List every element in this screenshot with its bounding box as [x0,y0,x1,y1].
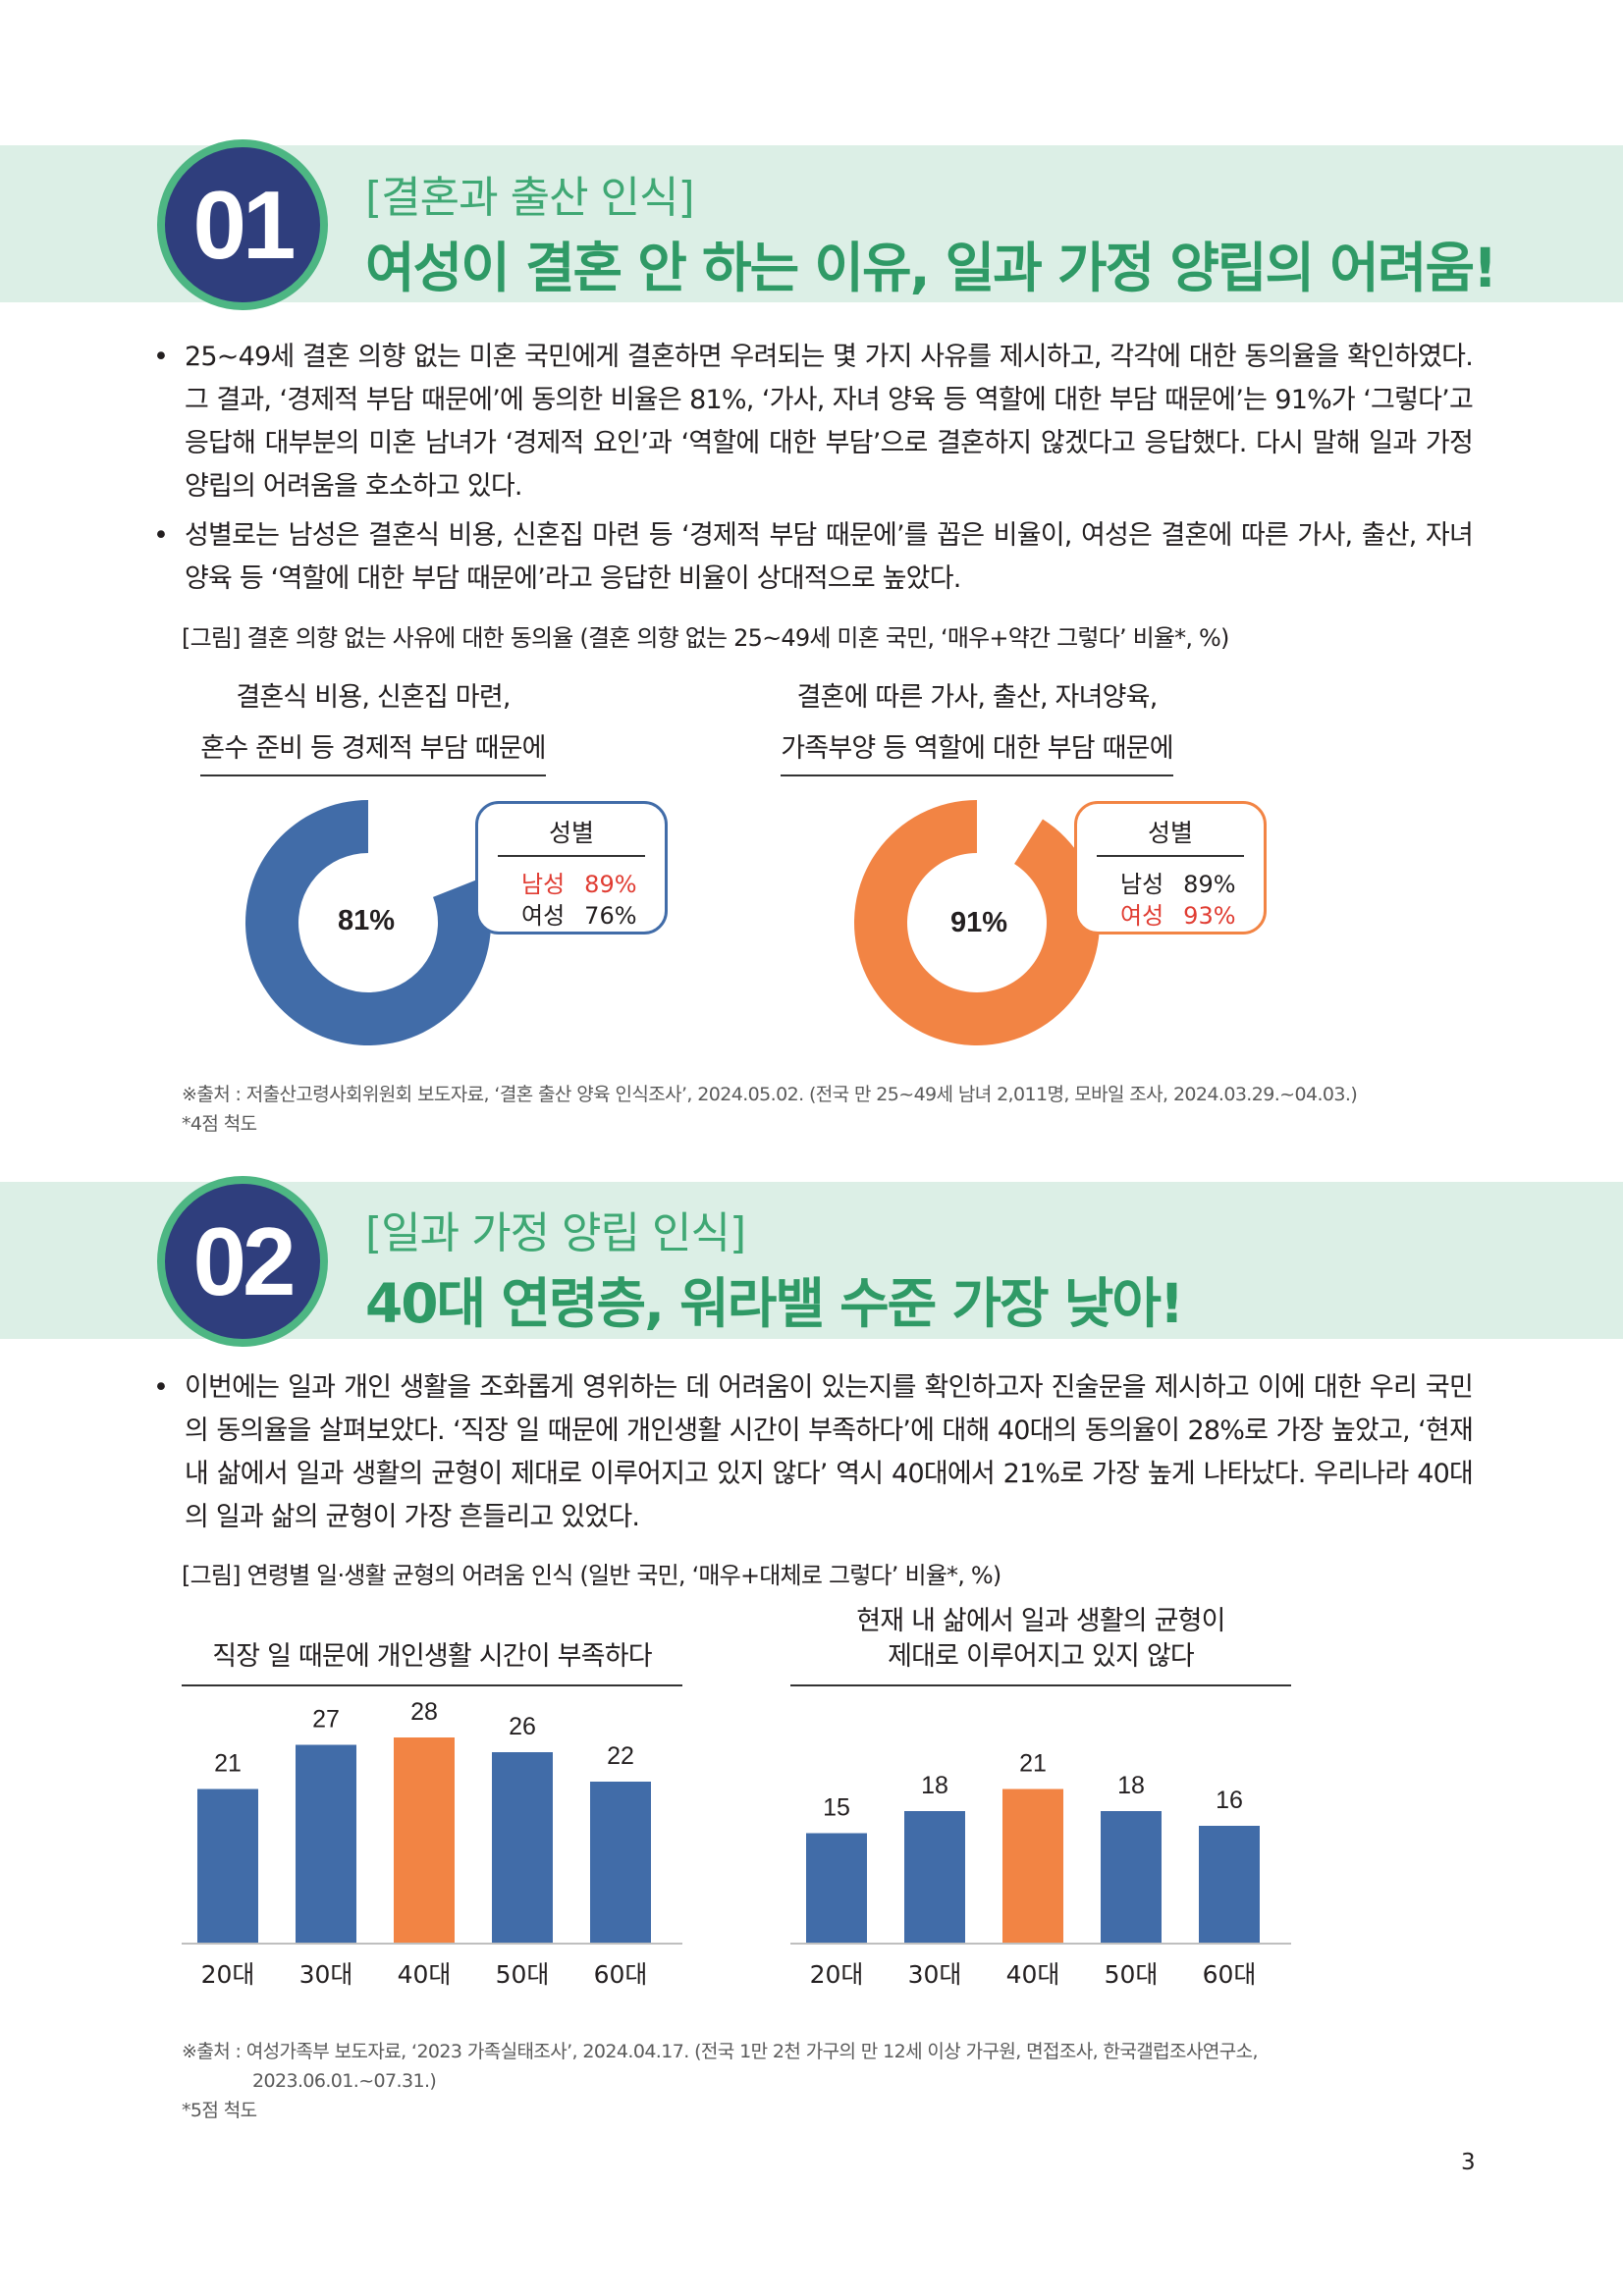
pie-2-legend-female-value: 93% [1183,902,1236,930]
pie-1-legend-female-value: 76% [584,902,637,930]
pie-2-title-line-2: 가족부양 등 역할에 대한 부담 때문에 [781,723,1174,776]
pie-1-donut [245,800,491,1045]
bar-value-label: 15 [823,1794,850,1822]
bar-value-label: 21 [214,1750,242,1778]
bar-category-label: 30대 [299,1960,353,1989]
section-01-number-badge: 01 [157,139,328,310]
pie-2-title-line-1: 결혼에 따른 가사, 출산, 자녀양육, [796,682,1159,713]
pie-2-legend-female-label: 여성 [1120,902,1164,930]
pie-2-legend-male-value: 89% [1183,871,1236,898]
bar-chart-2-title-line-1: 현재 내 삶에서 일과 생활의 균형이 [856,1606,1225,1636]
pie-1-title-line-2: 혼수 준비 등 경제적 부담 때문에 [200,723,547,776]
bar-category-label: 50대 [1105,1960,1159,1989]
section-02-source-line-1: ※출처 : 여성가족부 보도자료, ‘2023 가족실태조사’, 2024.04… [182,2041,1259,2062]
bar-category-label: 40대 [398,1960,452,1989]
bar-category-label: 40대 [1006,1960,1060,1989]
page-number: 3 [1461,2150,1476,2175]
bar-category-label: 20대 [201,1960,255,1989]
pie-1-title-line-1: 결혼식 비용, 신혼집 마련, [236,682,511,713]
pie-2-title: 결혼에 따른 가사, 출산, 자녀양육, 가족부양 등 역할에 대한 부담 때문… [766,672,1188,776]
bar-20대 [197,1789,258,1944]
section-02-title: 40대 연령층, 워라밸 수준 가장 낮아! [365,1272,1184,1335]
bar-chart-2-title-rule [790,1684,1291,1686]
bar-category-label: 20대 [810,1960,864,1989]
section-01-title: 여성이 결혼 안 하는 이유, 일과 가정 양립의 어려움! [365,237,1497,299]
section-01-bullet-1: 25~49세 결혼 의향 없는 미혼 국민에게 결혼하면 우려되는 몇 가지 사… [153,336,1474,508]
pie-2-legend: 성별 남성 89% 여성 93% [1074,801,1267,934]
bar-chart-1: 21 20대 27 30대 28 40대 26 50대 22 60대 [182,1698,682,1989]
section-02-bullet-1: 이번에는 일과 개인 생활을 조화롭게 영위하는 데 어려움이 있는지를 확인하… [153,1366,1474,1539]
bar-category-label: 50대 [496,1960,550,1989]
section-01-bullet-2: 성별로는 남성은 결혼식 비용, 신혼집 마련 등 ‘경제적 부담 때문에’를 … [153,514,1474,601]
bar-50대 [1101,1811,1162,1944]
bar-40대 [394,1737,455,1944]
figure-2-caption: [그림] 연령별 일·생활 균형의 어려움 인식 (일반 국민, ‘매우+대체로… [182,1562,1001,1589]
bar-value-label: 18 [921,1772,948,1799]
section-01-subtitle: [결혼과 출산 인식] [365,173,695,223]
pie-1-legend-male: 남성 89% [521,865,637,899]
bar-value-label: 26 [509,1713,536,1740]
bar-value-label: 21 [1019,1750,1047,1778]
pie-2-center-label: 91% [950,907,1008,938]
pie-1-legend-title: 성별 [498,814,645,857]
pie-1-title: 결혼식 비용, 신혼집 마련, 혼수 준비 등 경제적 부담 때문에 [177,672,569,776]
bar-chart-2: 15 20대 18 30대 21 40대 18 50대 16 60대 [790,1750,1291,1989]
pie-2-legend-male: 남성 89% [1120,865,1236,899]
bar-value-label: 22 [607,1742,634,1770]
section-02-source-line-2: 2023.06.01.~07.31.) [252,2070,437,2092]
pie-1-legend-male-value: 89% [584,871,637,898]
bar-50대 [492,1752,553,1944]
section-01-bullets: 25~49세 결혼 의향 없는 미혼 국민에게 결혼하면 우려되는 몇 가지 사… [153,336,1474,607]
pie-1-legend-female-label: 여성 [521,902,566,930]
bar-value-label: 16 [1216,1787,1243,1814]
bar-chart-1-title-line-1: 직장 일 때문에 개인생활 시간이 부족하다 [212,1641,652,1672]
bar-chart-1-title-rule [182,1684,682,1686]
section-02-bullets: 이번에는 일과 개인 생활을 조화롭게 영위하는 데 어려움이 있는지를 확인하… [153,1366,1474,1545]
pie-2-legend-title: 성별 [1097,814,1244,857]
bar-20대 [806,1833,867,1944]
section-02-source-line-3: *5점 척도 [182,2100,257,2121]
donut-arc-81% [245,800,491,1045]
section-02-subtitle: [일과 가정 양립 인식] [365,1208,746,1258]
section-02-source: ※출처 : 여성가족부 보도자료, ‘2023 가족실태조사’, 2024.04… [182,2037,1259,2125]
bar-40대 [1002,1789,1063,1944]
bar-value-label: 28 [410,1698,438,1726]
section-01-source-line-1: ※출처 : 저출산고령사회위원회 보도자료, ‘결혼 출산 양육 인식조사’, … [182,1084,1358,1105]
bar-chart-1-title: 직장 일 때문에 개인생활 시간이 부족하다 [182,1639,682,1675]
bar-value-label: 18 [1117,1772,1145,1799]
bar-chart-2-title-line-2: 제대로 이루어지고 있지 않다 [888,1641,1195,1672]
section-01-source: ※출처 : 저출산고령사회위원회 보도자료, ‘결혼 출산 양육 인식조사’, … [182,1080,1358,1139]
pie-2-legend-male-label: 남성 [1120,871,1164,898]
pie-2-donut [854,800,1100,1045]
figure-1-caption: [그림] 결혼 의향 없는 사유에 대한 동의율 (결혼 의향 없는 25~49… [182,624,1229,652]
pie-1-legend-male-label: 남성 [521,871,566,898]
pie-2-legend-female: 여성 93% [1120,896,1236,931]
pie-1-legend: 성별 남성 89% 여성 76% [475,801,668,934]
bar-60대 [590,1782,651,1944]
bar-category-label: 30대 [908,1960,962,1989]
section-02-number-badge: 02 [157,1176,328,1347]
bar-30대 [904,1811,965,1944]
pie-1-legend-female: 여성 76% [521,896,637,931]
bar-value-label: 27 [312,1706,340,1734]
donut-arc-91% [854,800,1100,1045]
bar-category-label: 60대 [1203,1960,1257,1989]
bar-category-label: 60대 [594,1960,648,1989]
pie-1-center-label: 81% [338,905,396,936]
bar-60대 [1199,1826,1260,1944]
bar-30대 [296,1744,356,1944]
bar-chart-2-title: 현재 내 삶에서 일과 생활의 균형이 제대로 이루어지고 있지 않다 [790,1604,1291,1675]
section-01-source-line-2: *4점 척도 [182,1113,257,1135]
